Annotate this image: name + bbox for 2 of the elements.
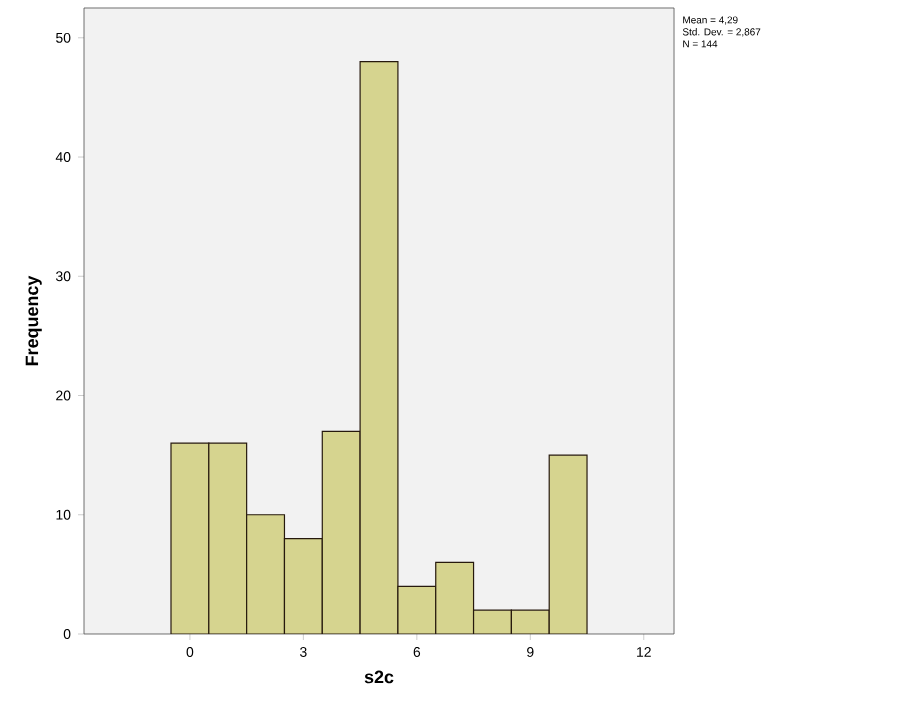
x-axis-title: s2c bbox=[364, 670, 394, 684]
y-axis-title: Frequency bbox=[25, 275, 42, 366]
